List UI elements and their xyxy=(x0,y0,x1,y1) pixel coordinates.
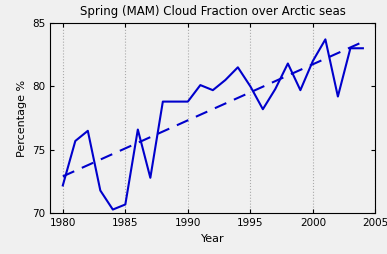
Title: Spring (MAM) Cloud Fraction over Arctic seas: Spring (MAM) Cloud Fraction over Arctic … xyxy=(80,5,346,18)
X-axis label: Year: Year xyxy=(201,234,225,244)
Y-axis label: Percentage %: Percentage % xyxy=(17,80,27,157)
